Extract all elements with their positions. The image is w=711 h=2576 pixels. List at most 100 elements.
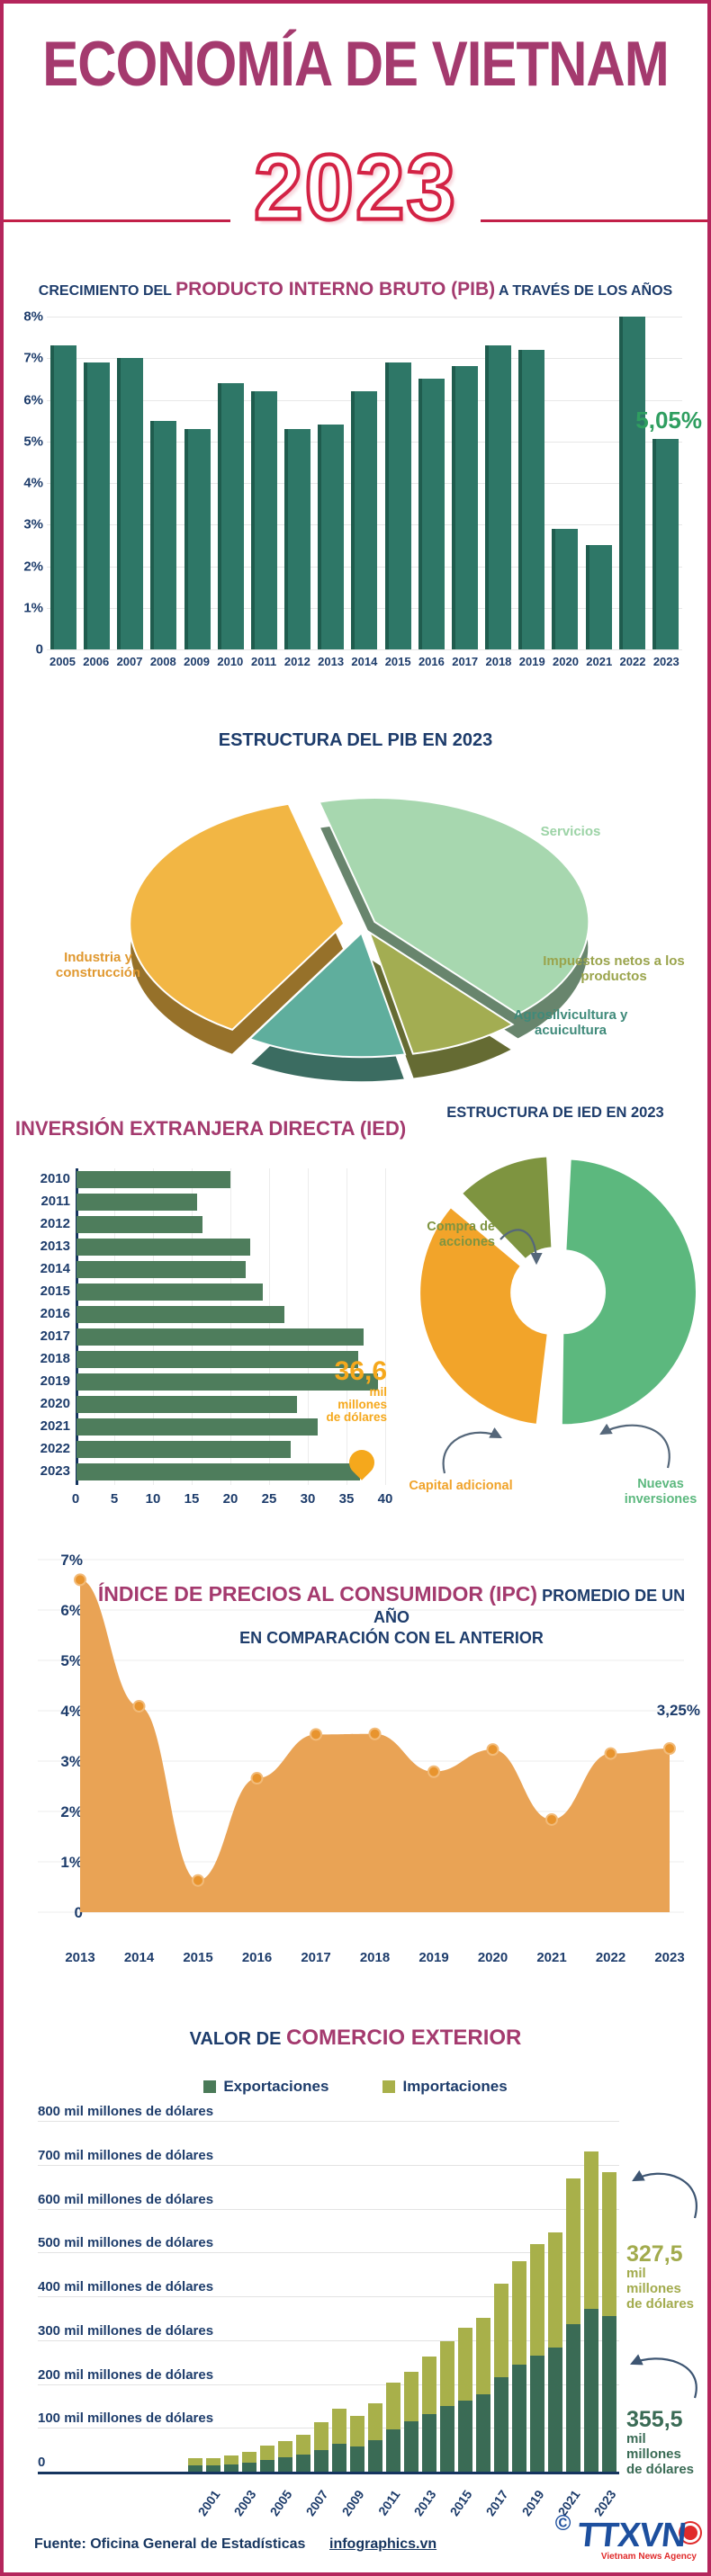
- comercio-y-tick: 700 mil millones de dólares: [38, 2147, 214, 2163]
- comercio-bar-2023: [602, 2172, 616, 2472]
- imp-anno-value: 327,5: [626, 2241, 683, 2267]
- exportaciones-segment: [584, 2309, 598, 2472]
- ied-gridline: [269, 1168, 270, 1485]
- ied-x-tick: 25: [261, 1491, 277, 1507]
- importaciones-segment: [206, 2458, 220, 2465]
- comercio-title: VALOR DE COMERCIO EXTERIOR: [4, 2026, 707, 2051]
- ipc-x-tick: 2015: [183, 1950, 213, 1965]
- comercio-bar-2017: [494, 2284, 508, 2472]
- comercio-bar-2005: [278, 2441, 292, 2472]
- pie-slice: [129, 802, 346, 1032]
- exportaciones-segment: [422, 2414, 436, 2472]
- ied-bar-2022: [76, 1441, 291, 1458]
- ied-bar-2013: [76, 1239, 250, 1256]
- ied-row-2014: 2014: [22, 1258, 405, 1281]
- pie-slice: [248, 931, 407, 1059]
- ipc-x-tick: 2016: [241, 1950, 273, 1965]
- gdp-x-tick: 2005: [50, 655, 76, 668]
- gdp-bar-2016: [418, 379, 445, 649]
- ied-x-tick: 15: [184, 1491, 200, 1507]
- donut-title: ESTRUCTURA DE IED EN 2023: [446, 1105, 664, 1121]
- gdp-bar-2019: [518, 350, 545, 649]
- section-ipc: 7% 6% 5% 4% 3% 2% 1% 0 ÍNDICE DE PRECIOS AL CON…: [4, 1551, 707, 1982]
- ied-year-label: 2017: [40, 1328, 70, 1344]
- ipc-point-2018: [368, 1727, 382, 1740]
- ied-gridline: [153, 1168, 154, 1485]
- gdp-2023-value-label: 5,05%: [635, 407, 702, 434]
- agency-subtitle: Vietnam News Agency: [600, 2552, 697, 2562]
- comercio-bar-2018: [512, 2261, 526, 2472]
- importaciones-segment: [188, 2458, 202, 2465]
- exportaciones-swatch-icon: [203, 2080, 217, 2093]
- website-link[interactable]: infographics.vn: [329, 2536, 437, 2552]
- importaciones-segment: [422, 2357, 436, 2414]
- exportaciones-segment: [350, 2446, 364, 2472]
- ipc-x-tick: 2013: [65, 1950, 95, 1965]
- ipc-point-2015: [192, 1874, 204, 1887]
- comercio-bar-2000: [188, 2458, 202, 2472]
- exportaciones-segment: [548, 2348, 562, 2472]
- comercio-bar-2004: [260, 2446, 274, 2472]
- imp-anno-unit-3: de dólares: [626, 2295, 695, 2312]
- ied-year-label: 2023: [40, 1463, 70, 1479]
- gdp-bar-2006: [84, 362, 111, 649]
- ied-bar-2011: [76, 1194, 197, 1211]
- comercio-gridline: [38, 2208, 619, 2210]
- exportaciones-segment: [332, 2444, 346, 2472]
- gdp-bar-2005: [50, 345, 76, 649]
- ied-row-2019: 2019: [22, 1371, 405, 1393]
- ipc-y-tick: 6%: [60, 1602, 83, 1619]
- section-comercio: VALOR DE COMERCIO EXTERIOR Exportaciones…: [4, 2018, 707, 2531]
- arrow-compra-icon: [500, 1229, 543, 1266]
- ied-row-2015: 2015: [22, 1281, 405, 1303]
- gdp-y-tick: 7%: [23, 350, 43, 366]
- gdp-x-tick: 2011: [250, 655, 277, 668]
- ied-gridline: [230, 1168, 231, 1485]
- ipc-x-tick: 2020: [477, 1950, 508, 1965]
- pie-label-impuestos: Impuestos netos a los productos: [543, 953, 685, 985]
- ied-anno-value: 36,6: [334, 1356, 387, 1386]
- comercio-y-tick: 800 mil millones de dólares: [38, 2104, 214, 2119]
- ipc-x-tick: 2017: [301, 1950, 331, 1965]
- gdp-bar-2023: [652, 439, 679, 649]
- comercio-y-tick: 200 mil millones de dólares: [38, 2366, 214, 2383]
- copyright-icon: ©: [554, 2511, 572, 2536]
- comercio-bar-2016: [476, 2318, 490, 2472]
- comercio-bar-2002: [224, 2455, 238, 2472]
- gdp-title-prefix: CRECIMIENTO DEL: [38, 283, 176, 299]
- exp-anno-unit-1: mil: [626, 2431, 646, 2446]
- comercio-gridlines: 800 mil millones de dólares 700 mil millo…: [38, 2104, 619, 2474]
- comercio-anno-importaciones: 327,5 mil millones de dólares: [626, 2241, 707, 2312]
- importaciones-segment: [332, 2409, 346, 2444]
- exportaciones-segment: [206, 2465, 220, 2472]
- ipc-x-tick: 2023: [654, 1950, 685, 1965]
- importaciones-segment: [278, 2441, 292, 2457]
- comercio-y-tick: 0: [38, 2455, 46, 2470]
- gdp-y-tick: 3%: [23, 516, 43, 532]
- gdp-y-tick: 4%: [23, 475, 43, 491]
- ied-row-2020: 2020: [22, 1393, 405, 1416]
- ied-row-2011: 2011: [22, 1191, 405, 1213]
- comercio-bar-2022: [584, 2151, 598, 2472]
- ied-gridline: [385, 1168, 386, 1485]
- ied-year-label: 2022: [40, 1441, 70, 1456]
- ipc-area: [80, 1579, 670, 1912]
- gdp-bar-2014: [351, 391, 378, 649]
- ied-x-tick: 20: [222, 1491, 238, 1507]
- ied-y-axis: [76, 1168, 78, 1485]
- gdp-bar-2021: [585, 545, 612, 649]
- ied-year-label: 2018: [40, 1351, 70, 1366]
- gdp-bar-2013: [318, 425, 345, 649]
- ipc-y-tick: 0: [75, 1904, 83, 1921]
- comercio-y-tick: 300 mil millones de dólares: [38, 2322, 214, 2339]
- ied-gridline: [192, 1168, 193, 1485]
- ipc-y-tick: 4%: [60, 1703, 83, 1720]
- ipc-title-line2: EN COMPARACIÓN CON EL ANTERIOR: [239, 1628, 544, 1647]
- ipc-x-tick: 2022: [595, 1950, 626, 1965]
- ipc-y-tick: 3%: [60, 1753, 83, 1770]
- gdp-bar-2015: [384, 362, 411, 649]
- section-gdp-structure: ESTRUCTURA DEL PIB EN 2023 Servicios Ind…: [4, 714, 707, 1083]
- ied-year-label: 2019: [40, 1373, 70, 1389]
- comercio-bar-2009: [350, 2416, 364, 2472]
- comercio-gridline: [38, 2252, 619, 2254]
